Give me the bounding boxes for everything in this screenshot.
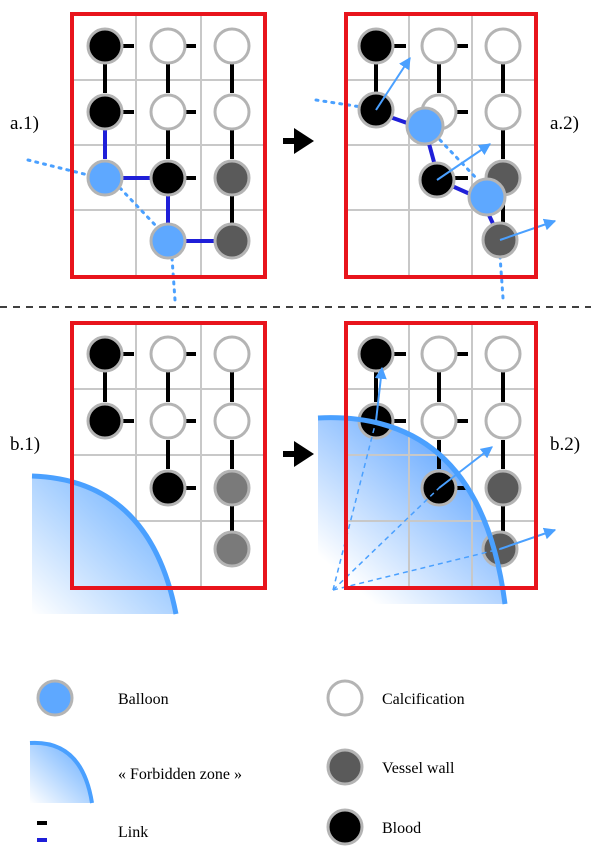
label-b1: b.1) xyxy=(10,434,40,455)
legend-blood-label: Blood xyxy=(382,820,421,837)
legend-blood: Blood xyxy=(326,808,421,846)
nodes-b1 xyxy=(86,335,251,568)
frame-b2 xyxy=(344,321,538,590)
transition-arrow-b xyxy=(283,441,314,467)
frame-a1 xyxy=(70,12,267,279)
panel-a1: a.1) xyxy=(10,12,267,302)
legend-link-label: Link xyxy=(118,824,148,841)
balloon-icon xyxy=(36,679,74,717)
panel-b1: b.1) xyxy=(10,321,267,615)
blue-links-a1 xyxy=(103,130,215,243)
balloon-path-a2 xyxy=(314,98,505,300)
legend-vessel-wall: Vessel wall xyxy=(326,748,455,786)
nodes-a1 xyxy=(86,27,251,260)
label-a1: a.1) xyxy=(10,113,39,134)
label-a2: a.2) xyxy=(550,113,579,134)
label-b2: b.2) xyxy=(550,434,580,455)
frame-a2 xyxy=(344,12,538,279)
vessel-wall-icon xyxy=(326,748,364,786)
legend: Balloon « Forbidden zone » Link Calcific… xyxy=(29,679,465,846)
legend-forbidden-zone: « Forbidden zone » xyxy=(29,740,242,804)
forbidden-zone-icon xyxy=(30,742,92,803)
legend-balloon-label: Balloon xyxy=(118,691,169,708)
balloon-path-a1 xyxy=(26,158,177,302)
panel-a2: a.2) xyxy=(314,12,579,300)
displacement-arrows-b2 xyxy=(374,366,557,550)
transition-arrow-a xyxy=(283,128,314,154)
nodes-a2 xyxy=(357,27,522,259)
legend-link: Link xyxy=(37,821,148,842)
forbidden-zone-b1 xyxy=(31,473,179,615)
blood-icon xyxy=(326,808,364,846)
legend-calcification: Calcification xyxy=(326,679,465,717)
calcification-icon xyxy=(326,679,364,717)
links-a2 xyxy=(374,44,505,223)
forbidden-zone-edge-b2 xyxy=(317,415,508,605)
panel-b2: b.2) xyxy=(317,321,580,605)
link-icon xyxy=(37,821,47,842)
legend-calcification-label: Calcification xyxy=(382,691,465,708)
legend-balloon: Balloon xyxy=(36,679,169,717)
legend-forbidden-zone-label: « Forbidden zone » xyxy=(118,766,242,783)
radial-lines-b2 xyxy=(332,420,501,591)
legend-vessel-wall-label: Vessel wall xyxy=(382,760,455,777)
displacement-arrows-a2 xyxy=(375,56,557,241)
frame-b1 xyxy=(70,321,267,590)
